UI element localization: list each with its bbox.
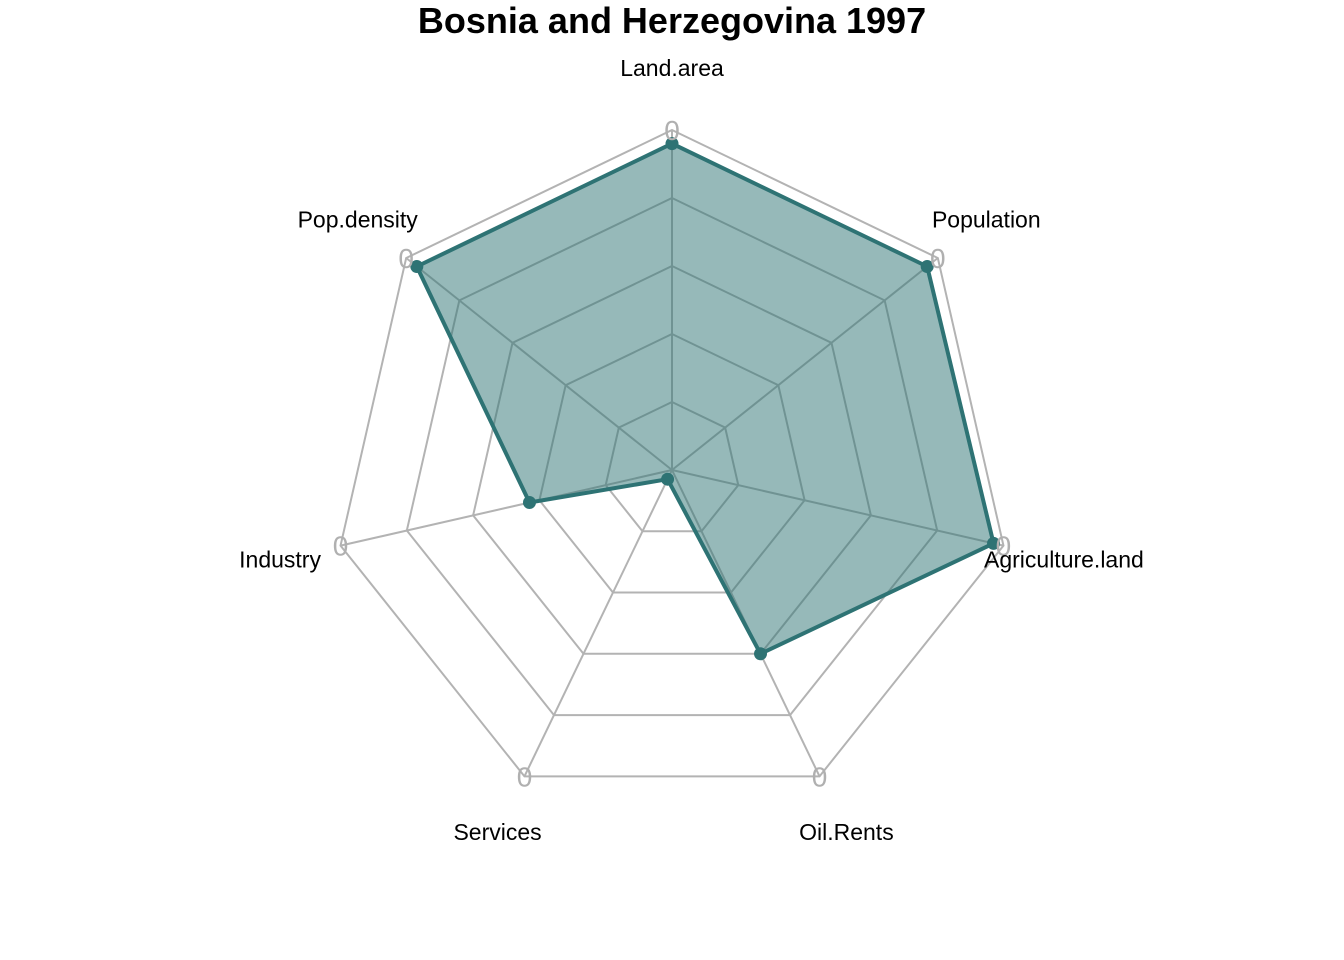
radar-series bbox=[410, 137, 1001, 661]
data-point-5 bbox=[661, 472, 675, 486]
axis-label-6: Industry bbox=[239, 546, 321, 572]
axis-label-4: Oil.Rents bbox=[799, 819, 894, 845]
axis-tick-label-4: 0 bbox=[812, 761, 828, 792]
axis-label-3: Agriculture.land bbox=[984, 546, 1144, 572]
axis-tick-label-7: 0 bbox=[398, 243, 414, 274]
data-point-1 bbox=[665, 137, 679, 151]
axis-tick-label-1: 0 bbox=[664, 115, 680, 146]
axis-tick-label-5: 0 bbox=[517, 761, 533, 792]
radar-axis-labels: 0Land.area0Population0Agriculture.land0O… bbox=[239, 55, 1144, 845]
axis-label-2: Population bbox=[932, 206, 1041, 232]
grid-spoke-5 bbox=[523, 469, 673, 777]
data-point-4 bbox=[754, 647, 768, 661]
axis-tick-label-3: 0 bbox=[996, 531, 1012, 562]
series-1-area bbox=[414, 141, 996, 656]
axis-tick-label-2: 0 bbox=[930, 243, 946, 274]
data-point-2 bbox=[920, 259, 934, 273]
axis-tick-label-6: 0 bbox=[333, 531, 349, 562]
data-point-3 bbox=[987, 536, 1001, 550]
data-point-6 bbox=[522, 496, 536, 510]
chart-title: Bosnia and Herzegovina 1997 bbox=[418, 0, 926, 41]
grid-ring-5 bbox=[339, 128, 1005, 778]
axis-label-5: Services bbox=[453, 819, 541, 845]
axis-label-1: Land.area bbox=[620, 55, 724, 81]
data-point-7 bbox=[410, 259, 424, 273]
axis-label-7: Pop.density bbox=[298, 206, 419, 232]
